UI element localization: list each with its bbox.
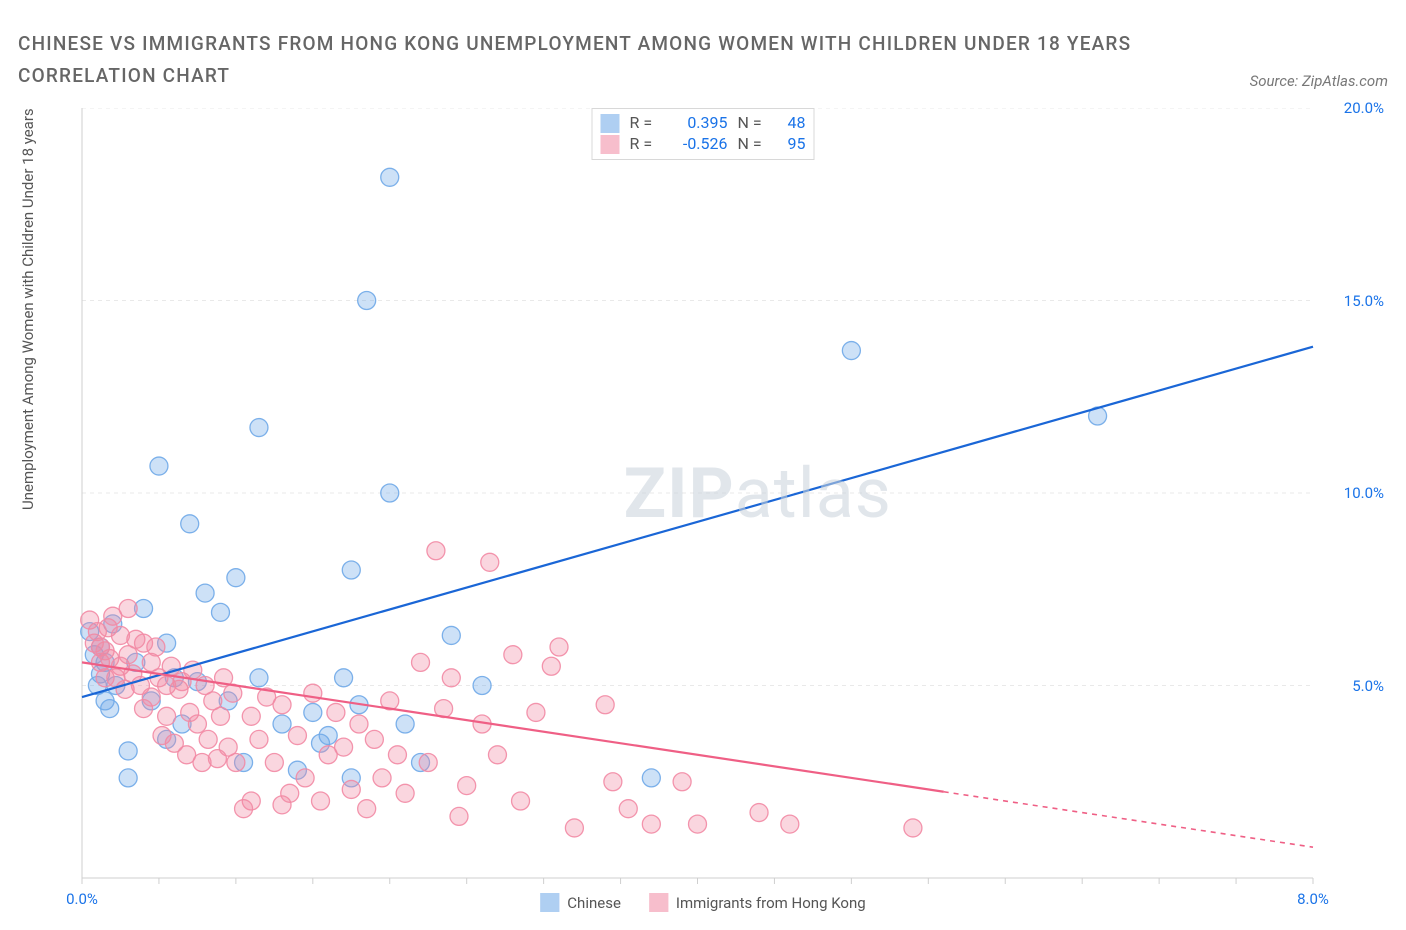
- x-tick-label: 0.0%: [66, 890, 98, 908]
- legend-item-hongkong: Immigrants from Hong Kong: [649, 893, 866, 912]
- stat-n-label: N =: [738, 134, 766, 155]
- stat-r-value-chinese: 0.395: [668, 113, 728, 134]
- stats-row-chinese: R = 0.395 N = 48: [601, 113, 806, 134]
- y-axis-label: Unemployment Among Women with Children U…: [19, 108, 37, 510]
- chart-container: Unemployment Among Women with Children U…: [18, 108, 1388, 912]
- correlation-stats-box: R = 0.395 N = 48 R = -0.526 N = 95: [592, 108, 815, 160]
- legend-swatch-hongkong: [649, 893, 668, 912]
- y-tick-label: 10.0%: [1344, 484, 1384, 502]
- stat-n-value-chinese: 48: [776, 113, 806, 134]
- y-tick-label: 5.0%: [1352, 677, 1384, 695]
- stat-r-label: R =: [630, 113, 658, 134]
- stat-r-label: R =: [630, 134, 658, 155]
- x-tick-label: 8.0%: [1297, 890, 1329, 908]
- legend-label: Immigrants from Hong Kong: [676, 894, 866, 912]
- y-tick-label: 15.0%: [1344, 292, 1384, 310]
- legend: Chinese Immigrants from Hong Kong: [540, 893, 865, 912]
- stat-n-value-hongkong: 95: [776, 134, 806, 155]
- legend-item-chinese: Chinese: [540, 893, 621, 912]
- stat-n-label: N =: [738, 113, 766, 134]
- y-tick-label: 20.0%: [1344, 99, 1384, 117]
- swatch-hongkong: [601, 135, 620, 154]
- chart-title: CHINESE VS IMMIGRANTS FROM HONG KONG UNE…: [18, 28, 1206, 93]
- swatch-chinese: [601, 114, 620, 133]
- stats-row-hongkong: R = -0.526 N = 95: [601, 134, 806, 155]
- source-label: Source: ZipAtlas.com: [1250, 72, 1388, 90]
- stat-r-value-hongkong: -0.526: [668, 134, 728, 155]
- legend-swatch-chinese: [540, 893, 559, 912]
- scatter-plot: [18, 108, 1388, 912]
- legend-label: Chinese: [567, 894, 621, 912]
